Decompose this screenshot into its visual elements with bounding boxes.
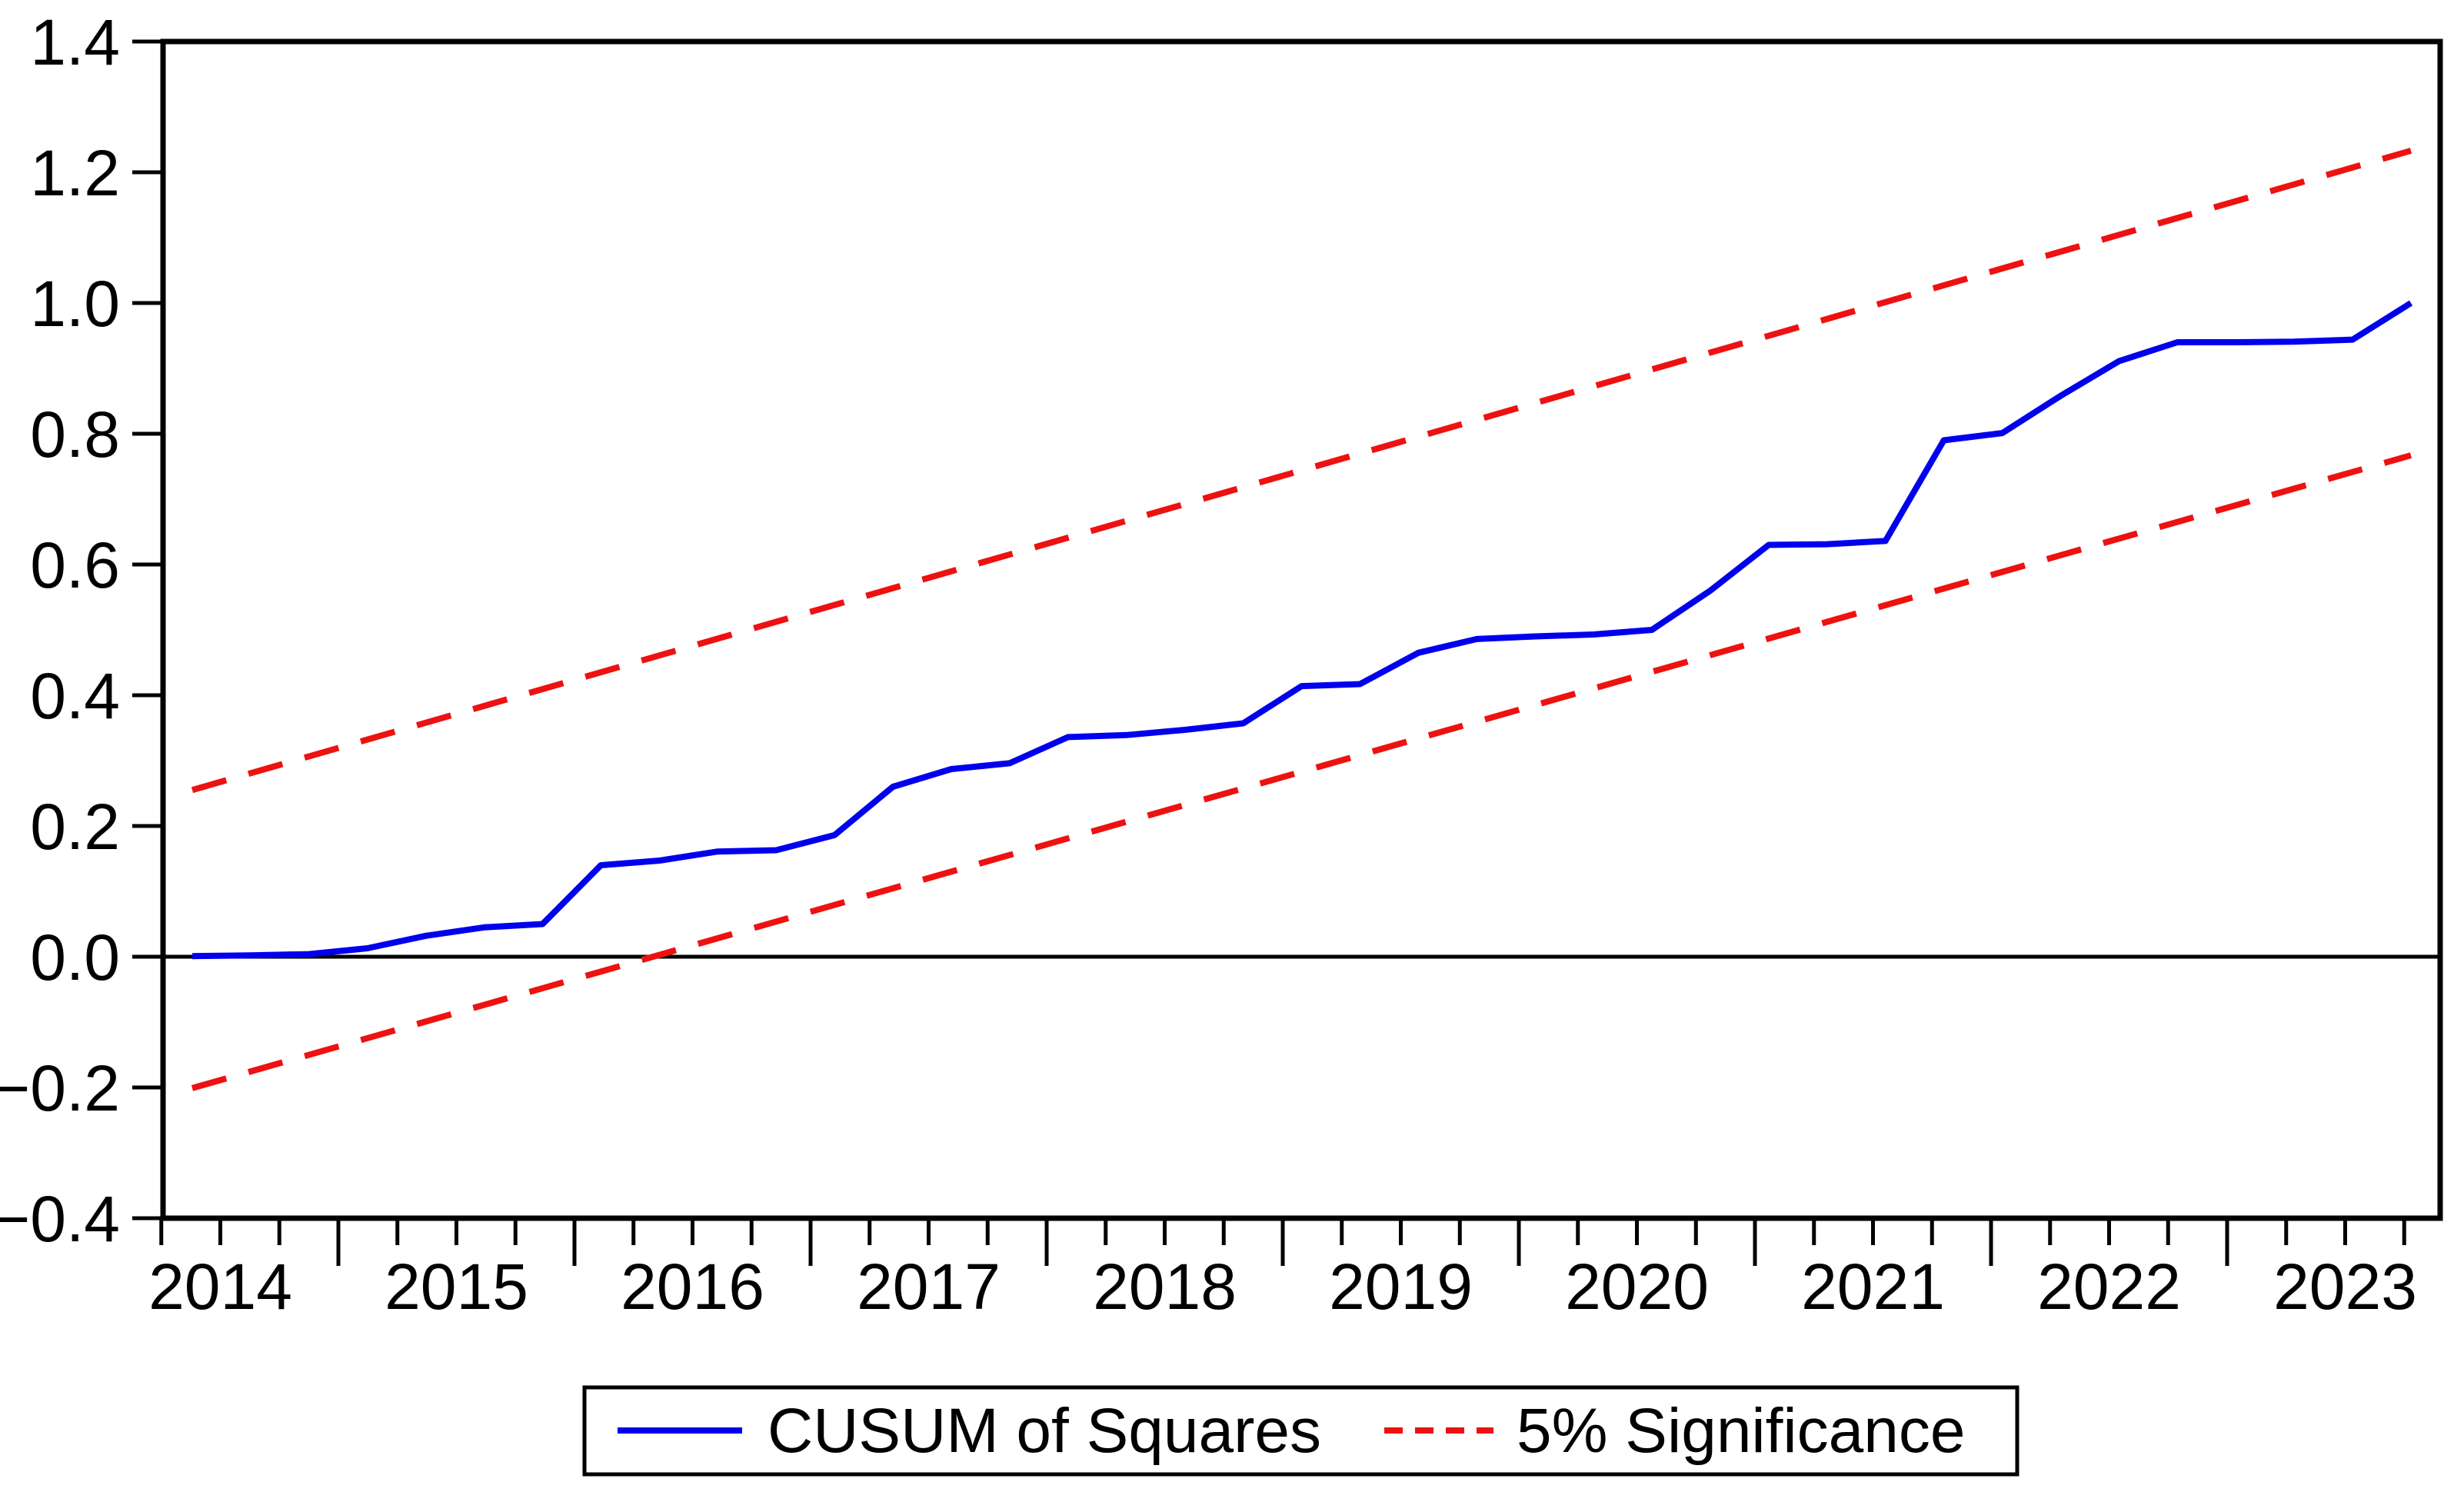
significance-lower-line [191,452,2412,1091]
legend-label-cusum: CUSUM of Squares [768,1396,1321,1466]
y-tick-label: −0.4 [0,1183,120,1255]
y-tick-label: 0.0 [30,921,120,994]
y-tick-label: −0.2 [0,1052,120,1124]
x-year-label: 2022 [2037,1251,2181,1323]
legend-border [582,1385,2019,1477]
y-tick-label: 0.4 [30,660,120,732]
y-axis-ticks [132,39,161,1221]
y-tick-label: 0.8 [30,398,120,471]
x-axis-ticks [159,1218,2406,1266]
x-year-label: 2019 [1329,1251,1473,1323]
x-year-label: 2015 [385,1251,528,1323]
legend-label-significance: 5% Significance [1517,1396,1965,1466]
y-tick-label: 1.4 [30,6,120,78]
x-axis-year-labels: 2014 2015 2016 2017 2018 2019 2020 2021 2022 2023 [148,1251,2417,1323]
y-tick-label: 0.2 [30,791,120,863]
y-axis-tick-labels: 1.4 1.2 1.0 0.8 0.6 0.4 0.2 0.0 −0.2 −0.4 [0,6,120,1255]
y-tick-label: 1.2 [30,137,120,209]
x-year-label: 2020 [1565,1251,1709,1323]
plot-area-border [160,38,2443,1221]
y-tick-label: 1.0 [30,268,120,340]
x-year-label: 2016 [621,1251,764,1323]
x-year-label: 2023 [2273,1251,2417,1323]
cusum-of-squares-line [191,300,2413,960]
x-year-label: 2017 [857,1251,1001,1323]
x-year-label: 2021 [1801,1251,1945,1323]
y-tick-label: 0.6 [30,529,120,601]
significance-upper-line [191,148,2412,794]
x-year-label: 2018 [1093,1251,1237,1323]
x-year-label: 2014 [148,1251,292,1323]
legend: CUSUM of Squares 5% Significance [582,1385,2019,1477]
